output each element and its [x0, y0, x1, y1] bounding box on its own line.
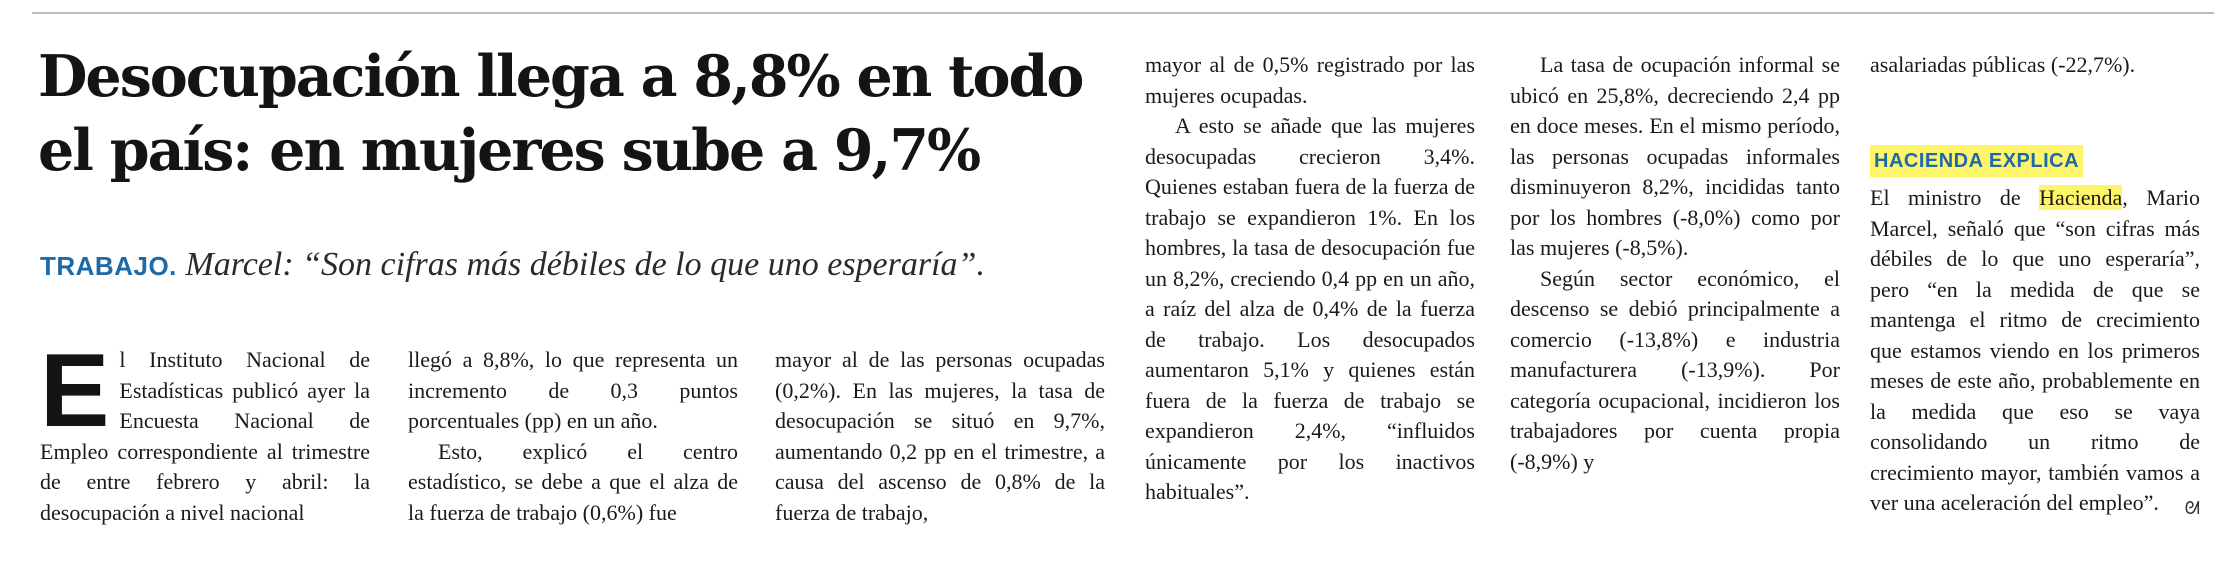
column-6-paragraph-1: asalariadas públicas (-22,7%).	[1870, 52, 2136, 77]
column-6-text-after: , Mario Marcel, señaló que “son cifras m…	[1870, 185, 2201, 515]
column-5-paragraph-1: La tasa de ocupación informal se ubicó e…	[1510, 52, 1840, 260]
article-column-2: llegó a 8,8%, lo que representa un incre…	[408, 345, 738, 528]
column-2-paragraph-1: llegó a 8,8%, lo que representa un incre…	[408, 347, 738, 433]
column-6-paragraph-2: El ministro de Hacienda, Mario Marcel, s…	[1870, 183, 2200, 519]
article-column-5: La tasa de ocupación informal se ubicó e…	[1510, 50, 1840, 477]
deck-quote: Marcel: “Son cifras más débiles de lo qu…	[185, 246, 985, 283]
section-kicker: TRABAJO.	[40, 251, 177, 281]
article-column-4: mayor al de 0,5% registrado por las muje…	[1145, 50, 1475, 508]
column-4-paragraph-1: mayor al de 0,5% registrado por las muje…	[1145, 52, 1475, 108]
column-1-text: l Instituto Nacional de Estadísticas pub…	[40, 347, 370, 525]
article-column-3: mayor al de las personas ocupadas (0,2%)…	[775, 345, 1105, 528]
end-mark-icon: ᘛ	[2184, 498, 2200, 519]
column-2-paragraph-2: Esto, explicó el centro estadístico, se …	[408, 438, 738, 525]
top-rule	[32, 12, 2214, 14]
column-5-paragraph-2: Según sector económico, el descenso se d…	[1510, 265, 1840, 474]
headline: Desocupación llega a 8,8% en todo el paí…	[38, 43, 1084, 184]
column-6-text-before: El ministro de	[1870, 185, 2040, 210]
article-column-6: asalariadas públicas (-22,7%). HACIENDA …	[1870, 50, 2200, 525]
column-3-text: mayor al de las personas ocupadas (0,2%)…	[775, 347, 1105, 525]
article-column-1: E l Instituto Nacional de Estadísticas p…	[40, 333, 370, 528]
column-4-paragraph-2: A esto se añade que las mujeres desocupa…	[1145, 113, 1475, 504]
deck: TRABAJO. Marcel: “Son cifras más débiles…	[40, 245, 1120, 286]
highlighted-word: Hacienda	[2039, 185, 2123, 210]
drop-cap: E	[40, 333, 110, 449]
subhead-hacienda: HACIENDA EXPLICA	[1870, 144, 2084, 177]
